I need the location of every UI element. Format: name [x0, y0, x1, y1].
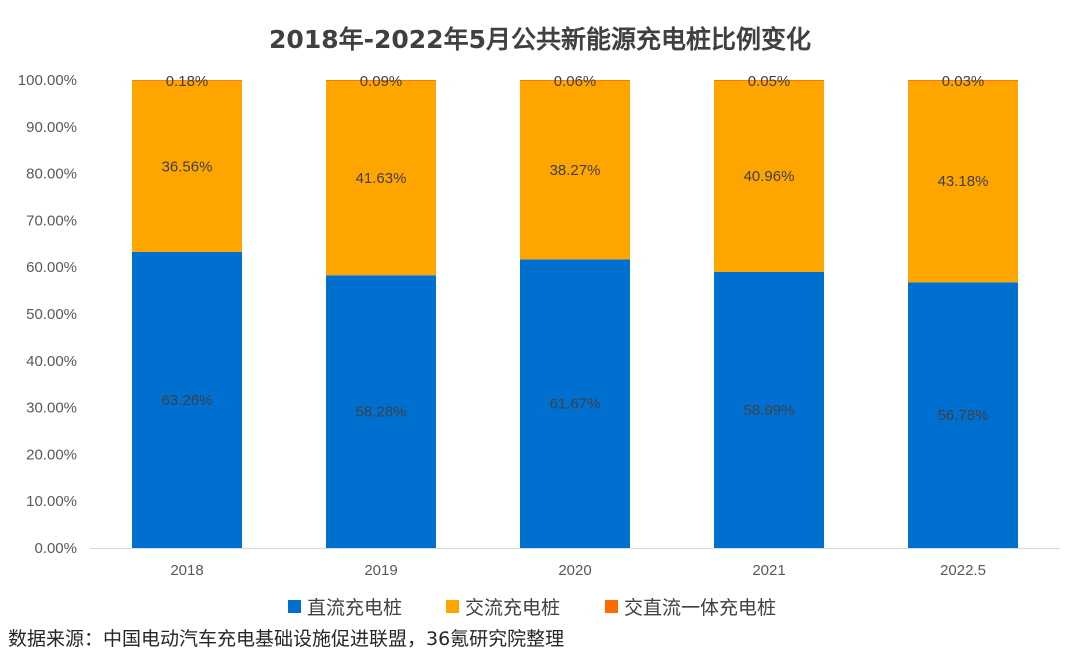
data-label: 0.06% [554, 73, 597, 90]
y-tick-label: 80.00% [26, 166, 77, 183]
data-label: 58.99% [744, 402, 795, 419]
bar-segment [132, 80, 242, 81]
legend-label: 交直流一体充电桩 [624, 597, 776, 619]
legend-swatch [288, 600, 301, 613]
legend-swatch [605, 600, 618, 613]
y-tick-label: 20.00% [26, 446, 77, 463]
y-tick-label: 70.00% [26, 212, 77, 229]
bar-segment [908, 282, 1018, 548]
bar-segment [326, 80, 436, 276]
data-label: 0.18% [166, 73, 209, 90]
data-label: 63.26% [162, 392, 213, 409]
legend-label: 交流充电桩 [465, 597, 560, 619]
x-axis: 2018 2019 2020 2021 2022.5 [90, 548, 1060, 579]
source-note: 数据来源：中国电动汽车充电基础设施促进联盟，36氪研究院整理 [8, 628, 565, 650]
data-label: 0.03% [942, 73, 985, 90]
y-tick-label: 30.00% [26, 400, 77, 417]
bars: 63.26% 36.56% 0.18% 58.28% 41.63% 0.09% 61.67%… [132, 73, 1018, 548]
legend-swatch [446, 600, 459, 613]
bar-segment [908, 80, 1018, 283]
y-tick-label: 50.00% [26, 306, 77, 323]
data-label: 0.09% [360, 73, 403, 90]
data-label: 58.28% [356, 404, 407, 421]
data-label: 43.18% [938, 173, 989, 190]
bar-segment [326, 80, 436, 81]
y-tick-label: 100.00% [18, 72, 77, 89]
x-tick-label: 2019 [364, 562, 397, 579]
bar-segment [132, 251, 242, 548]
y-tick-label: 40.00% [26, 353, 77, 370]
x-tick-label: 2022.5 [940, 562, 986, 579]
y-tick-label: 0.00% [34, 540, 77, 557]
bar-segment [520, 80, 630, 260]
data-label: 41.63% [356, 170, 407, 187]
y-tick-label: 90.00% [26, 119, 77, 136]
x-tick-label: 2021 [752, 562, 785, 579]
x-tick-label: 2018 [170, 562, 203, 579]
bar-segment [714, 80, 824, 81]
bar-segment [520, 80, 630, 81]
data-label: 38.27% [550, 162, 601, 179]
data-label: 56.78% [938, 407, 989, 424]
bar-segment [714, 80, 824, 272]
data-label: 0.05% [748, 73, 791, 90]
data-label: 36.56% [162, 158, 213, 175]
bar-segment [326, 275, 436, 548]
legend-label: 直流充电桩 [307, 597, 402, 619]
data-label: 40.96% [744, 168, 795, 185]
legend: 直流充电桩 交流充电桩 交直流一体充电桩 [288, 597, 776, 619]
bar-segment [520, 259, 630, 548]
bar-segment [908, 80, 1018, 81]
bar-segment [714, 271, 824, 548]
x-tick-label: 2020 [558, 562, 591, 579]
data-label: 61.67% [550, 396, 601, 413]
chart-title: 2018年-2022年5月公共新能源充电桩比例变化 [269, 25, 811, 54]
bar-segment [132, 80, 242, 252]
y-tick-label: 60.00% [26, 259, 77, 276]
y-axis: 0.00% 10.00% 20.00% 30.00% 40.00% 50.00% 60.00… [18, 72, 77, 557]
y-tick-label: 10.00% [26, 493, 77, 510]
